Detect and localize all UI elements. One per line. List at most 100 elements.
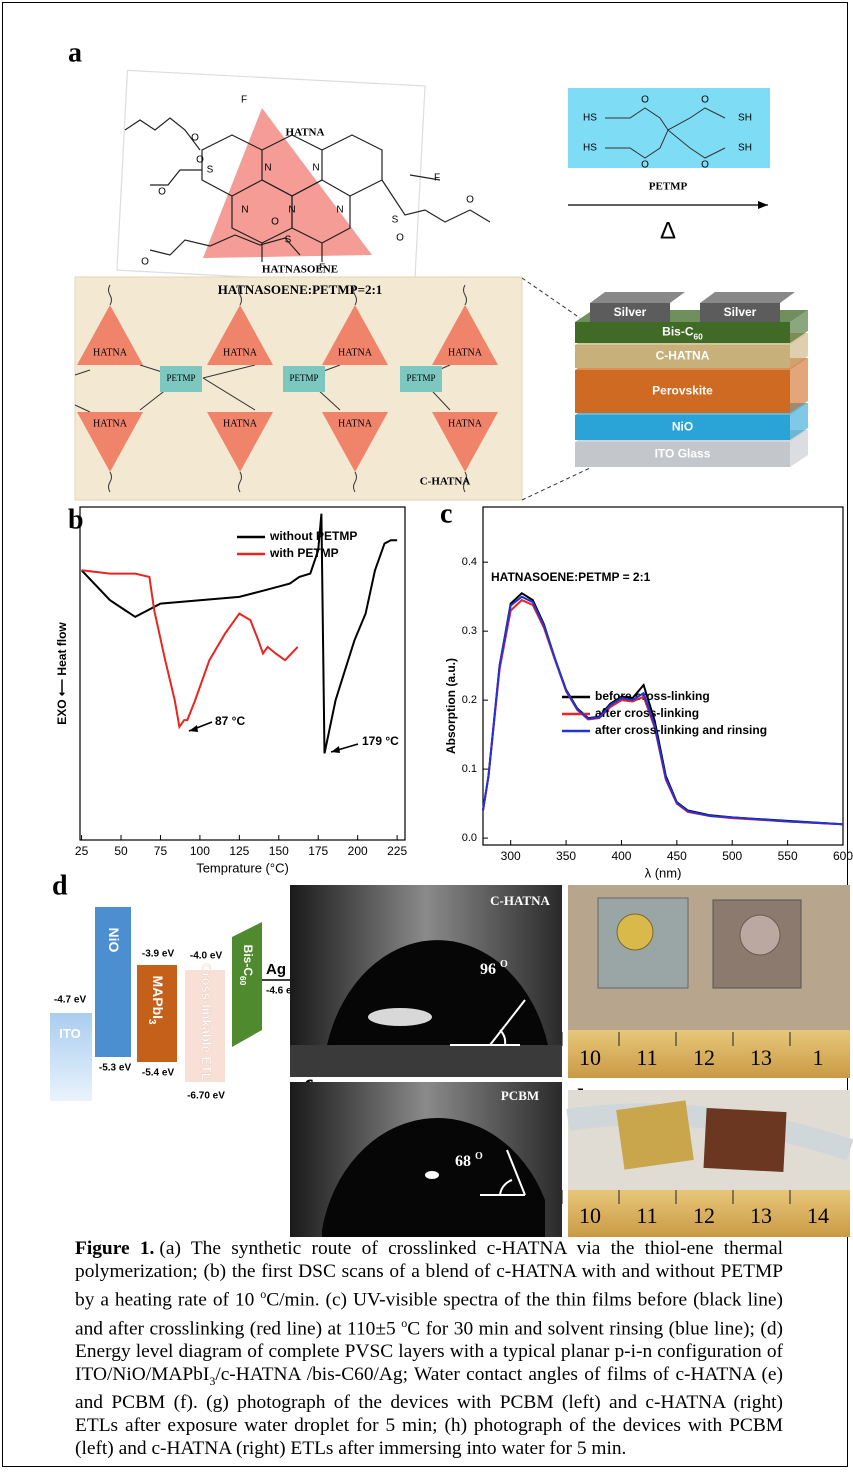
node-label: HATNA <box>223 347 258 358</box>
x-tick-label: 100 <box>190 844 210 858</box>
figure-caption: Figure 1.(a) The synthetic route of cros… <box>75 1238 783 1460</box>
legend-label: before cross-linking <box>595 689 710 703</box>
x-tick-label: 300 <box>501 849 521 863</box>
ruler-number: 12 <box>693 1203 715 1228</box>
y-tick-label: 0.0 <box>462 832 477 844</box>
layer-label: NiO <box>672 420 693 434</box>
panel-label: d <box>52 870 68 901</box>
x-axis-label: λ (nm) <box>645 865 682 880</box>
block-label: NiO <box>106 928 122 953</box>
ruler-number: 12 <box>693 1045 715 1070</box>
legend-label: after cross-linking and rinsing <box>595 723 767 737</box>
ruler-number: 11 <box>636 1203 657 1228</box>
block-label-text: Cross-linkable ETL <box>199 963 214 1081</box>
legend-label: after cross-linking <box>595 706 699 720</box>
energy-level: -5.3 eV <box>99 1063 132 1074</box>
ruler-number: 10 <box>579 1045 601 1070</box>
caption-label: Figure 1. <box>75 1238 154 1259</box>
atom-label: F <box>434 173 440 184</box>
atom-label: S <box>285 235 292 246</box>
y-tick-label: 0.4 <box>462 556 477 568</box>
atom-label: O <box>701 160 709 171</box>
atom-label: O <box>196 155 204 166</box>
atom-label: SH <box>738 143 752 154</box>
block-label-text: MAPbI <box>150 975 166 1019</box>
node-label: HATNA <box>448 347 483 358</box>
layer-label-text: NiO <box>672 420 693 434</box>
atom-label: O <box>466 195 474 206</box>
heat-symbol: Δ <box>660 217 676 244</box>
energy-level: -3.9 eV <box>142 949 175 960</box>
atom-label: O <box>396 233 404 244</box>
y-tick-label: 0.2 <box>462 694 477 706</box>
ruler-number: 13 <box>750 1203 772 1228</box>
film-label: PCBM <box>501 1088 539 1103</box>
layer-label-text: C-HATNA <box>656 349 710 363</box>
block-label-sub: 3 <box>146 1019 157 1025</box>
atom-label: O <box>641 95 649 106</box>
x-tick-label: 150 <box>269 844 289 858</box>
network-label: C-HATNA <box>420 476 471 488</box>
x-tick-label: 200 <box>348 844 368 858</box>
layer-label-text: Perovskite <box>652 384 713 398</box>
x-tick-label: 350 <box>556 849 576 863</box>
block-label: ITO <box>59 1026 80 1041</box>
block-label: Cross-linkable ETL <box>199 963 214 1081</box>
arrow-head <box>189 725 198 732</box>
angle-degree: O <box>500 959 508 970</box>
crosslinker-label: PETMP <box>649 181 688 193</box>
ruler-number: 13 <box>750 1045 772 1070</box>
series-line <box>82 570 298 727</box>
linker-label: PETMP <box>166 373 195 383</box>
node-label: HATNA <box>93 418 128 429</box>
x-axis-label: Temprature (°C) <box>196 860 289 875</box>
x-tick-label: 125 <box>229 844 249 858</box>
energy-level: -5.4 eV <box>142 1068 175 1079</box>
block-label-text: Bis-C <box>241 945 255 977</box>
block-label-text: NiO <box>106 928 122 953</box>
angle-value: 96 <box>480 961 496 978</box>
y-tick-label: 0.1 <box>462 763 477 775</box>
atom-label: N <box>312 163 319 174</box>
y-tick-label: 0.3 <box>462 625 477 637</box>
atom-label: HS <box>583 113 597 124</box>
chart-title: HATNASOENE:PETMP = 2:1 <box>491 570 651 584</box>
ratio-label: HATNASOENE:PETMP=2:1 <box>218 282 383 297</box>
block-label-text: Ag <box>266 961 286 978</box>
atom-label: SH <box>738 113 752 124</box>
ruler-number: 1 <box>813 1045 824 1070</box>
film-label: C-HATNA <box>490 893 550 908</box>
block-label: Ag <box>266 961 286 978</box>
ruler-number: 14 <box>807 1203 829 1228</box>
layer-label-text: ITO Glass <box>655 447 711 461</box>
energy-level: -4.0 eV <box>190 951 223 962</box>
atom-label: O <box>271 217 279 228</box>
atom-label: S <box>392 215 399 226</box>
legend-label: without PETMP <box>269 529 357 543</box>
ruler-number: 10 <box>579 1203 601 1228</box>
angle-value: 68 <box>455 1153 471 1170</box>
node-label: HATNA <box>338 347 373 358</box>
layer-label: Perovskite <box>652 384 713 398</box>
molecule-core-label: HATNA <box>286 127 325 139</box>
x-tick-label: 50 <box>114 844 128 858</box>
atom-label: N <box>264 163 271 174</box>
annotation: 87 °C <box>215 714 245 728</box>
x-tick-label: 25 <box>75 844 89 858</box>
layer-label-text: Bis-C <box>662 325 694 339</box>
atom-label: S <box>207 165 214 176</box>
x-tick-label: 600 <box>833 849 853 863</box>
linker-label: PETMP <box>406 373 435 383</box>
atom-label: O <box>641 160 649 171</box>
layer-label: ITO Glass <box>655 447 711 461</box>
x-tick-label: 550 <box>778 849 798 863</box>
energy-level: -4.7 eV <box>54 995 87 1006</box>
angle-degree: O <box>475 1151 483 1162</box>
panel-label: c <box>440 498 452 529</box>
panel-label: a <box>68 37 82 68</box>
page: abcdefghHATNAHATNASOENEFFFSSSOOOOOOONNNN… <box>0 0 853 1472</box>
x-tick-label: 175 <box>308 844 328 858</box>
legend-label: with PETMP <box>269 546 339 560</box>
linker-label: PETMP <box>289 373 318 383</box>
panel-label: b <box>68 504 84 535</box>
